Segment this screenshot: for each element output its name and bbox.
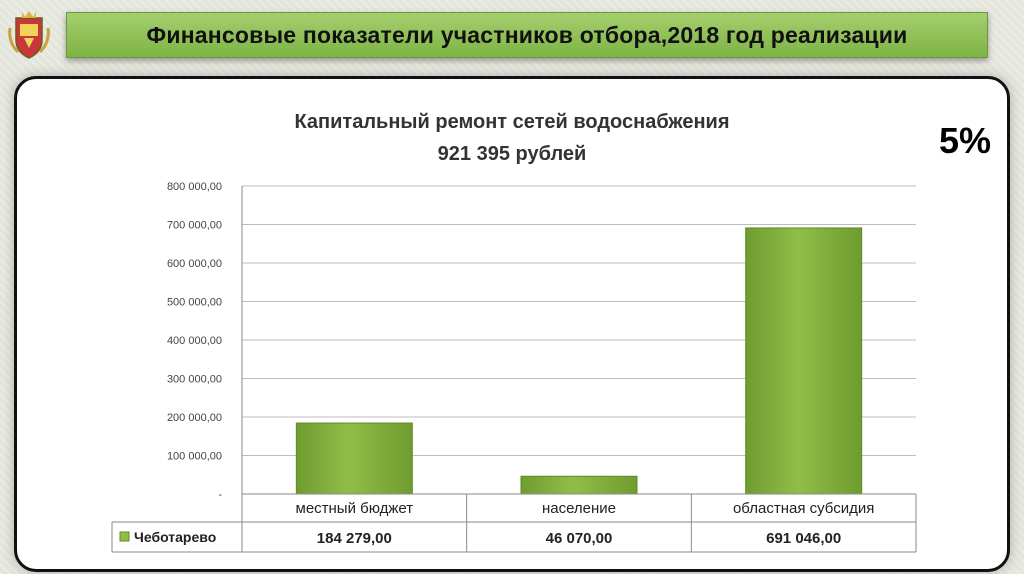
- legend-swatch: [119, 531, 130, 542]
- y-tick-label: 100 000,00: [167, 451, 222, 463]
- chart-subtitle: 921 395 рублей: [438, 143, 587, 165]
- bar: [520, 475, 638, 495]
- y-tick-label: 300 000,00: [167, 374, 222, 386]
- y-tick-label: 800 000,00: [167, 181, 222, 193]
- x-category-label: население: [542, 500, 616, 517]
- y-tick-label: 700 000,00: [167, 220, 222, 232]
- bar: [745, 227, 863, 495]
- bar: [295, 422, 413, 495]
- data-label: 691 046,00: [766, 530, 841, 547]
- coat-of-arms-icon: [8, 11, 50, 59]
- data-label: 184 279,00: [317, 530, 392, 547]
- y-tick-label: 200 000,00: [167, 412, 222, 424]
- x-category-label: местный бюджет: [296, 500, 414, 517]
- x-category-label: областная субсидия: [733, 500, 874, 517]
- y-tick-label: -: [218, 489, 222, 501]
- y-tick-label: 600 000,00: [167, 258, 222, 270]
- page-title: Финансовые показатели участников отбора,…: [146, 21, 908, 48]
- y-tick-label: 500 000,00: [167, 297, 222, 309]
- data-label: 46 070,00: [546, 530, 613, 547]
- percent-badge: 5%: [938, 120, 992, 161]
- y-tick-label: 400 000,00: [167, 335, 222, 347]
- header-banner: Финансовые показатели участников отбора,…: [66, 12, 988, 58]
- chart-title: Капитальный ремонт сетей водоснабжения: [294, 111, 729, 133]
- legend-series-name: Чеботарево: [134, 529, 216, 545]
